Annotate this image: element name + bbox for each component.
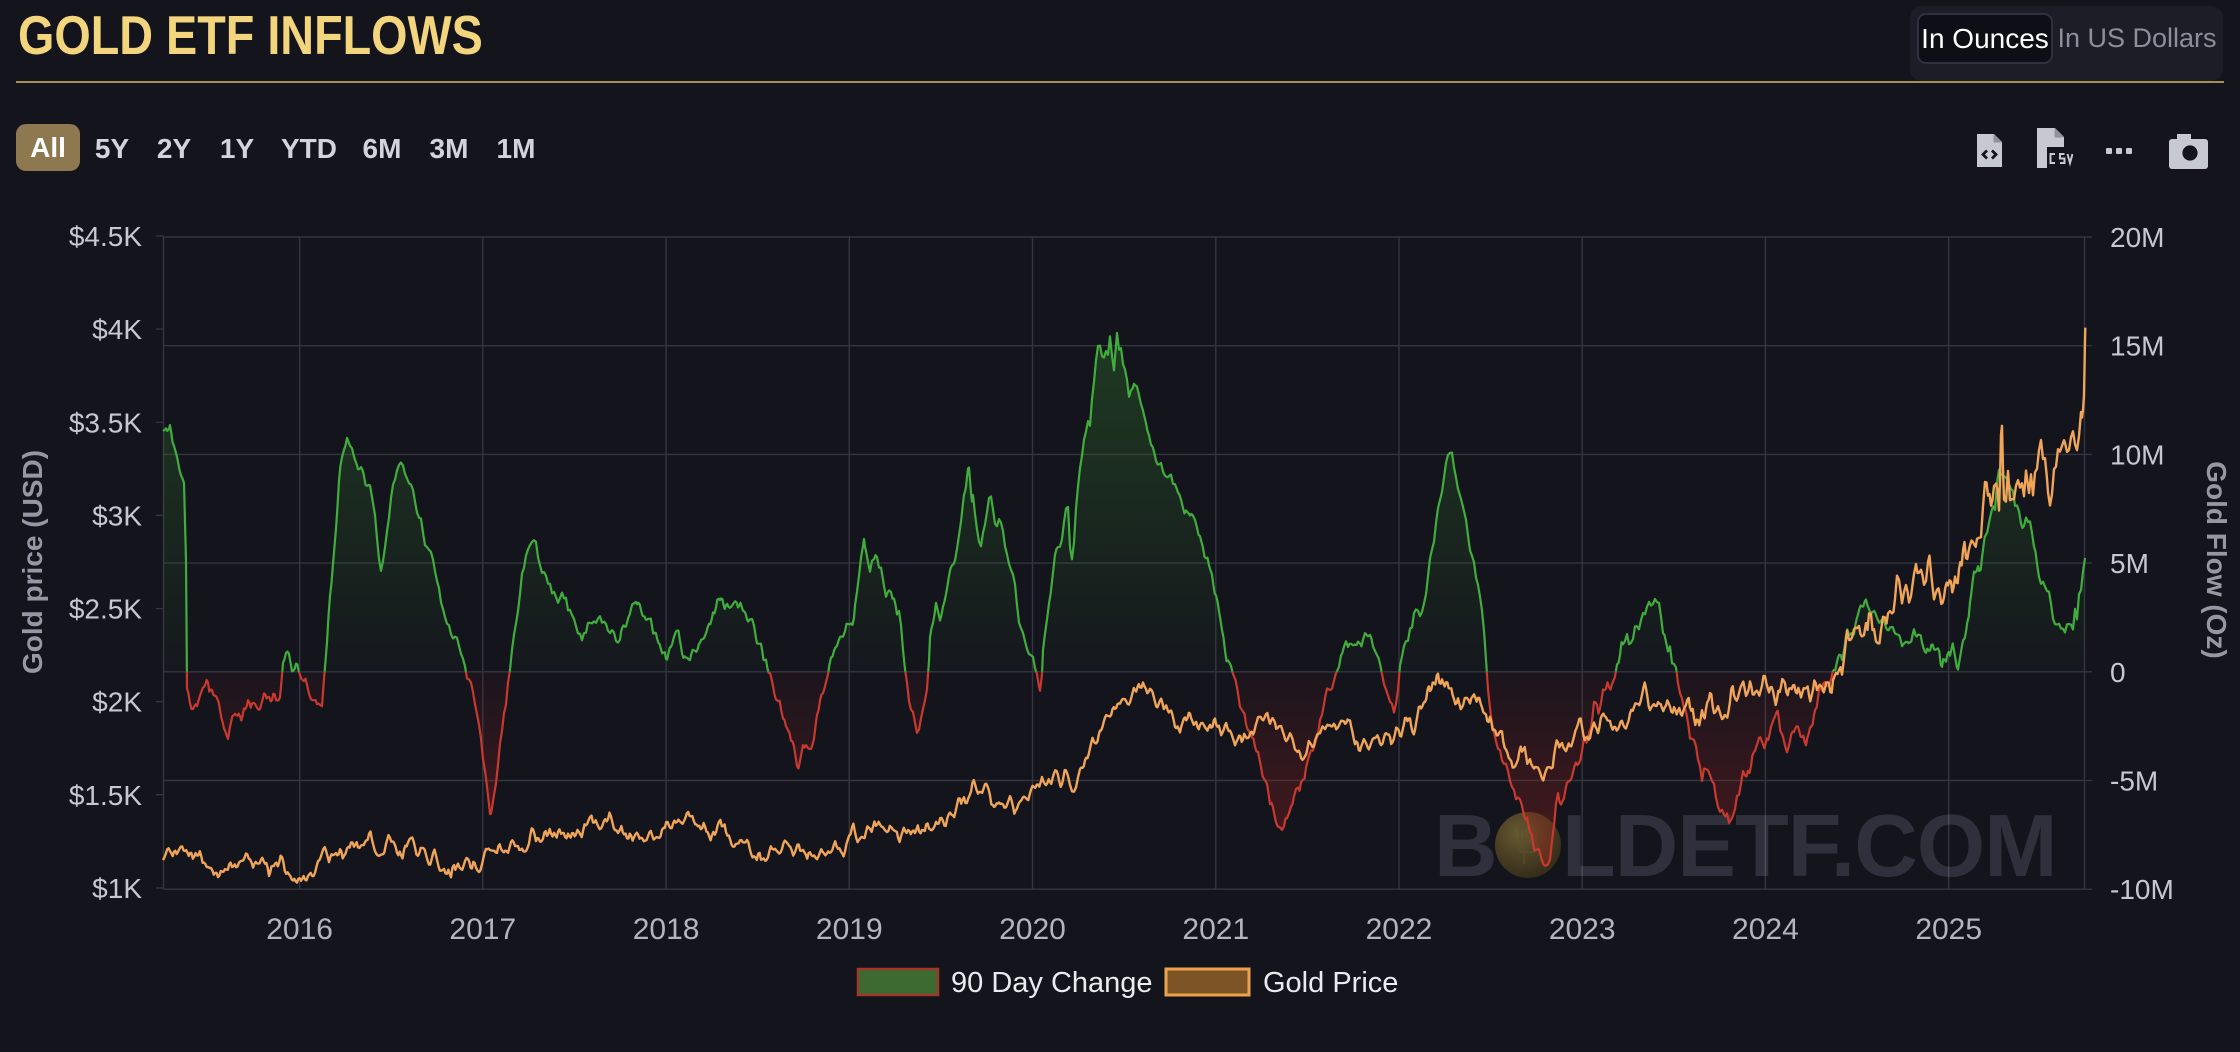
svg-text:$3.5K: $3.5K: [69, 407, 142, 438]
svg-text:Gold price (USD): Gold price (USD): [17, 450, 48, 674]
svg-text:$3K: $3K: [92, 500, 142, 531]
svg-text:-5M: -5M: [2110, 766, 2158, 797]
svg-text:2025: 2025: [1915, 913, 1982, 946]
svg-text:2021: 2021: [1182, 913, 1249, 946]
svg-text:2022: 2022: [1366, 913, 1433, 946]
svg-text:15M: 15M: [2110, 331, 2164, 362]
svg-text:0: 0: [2110, 657, 2126, 688]
svg-text:LDETF.COM: LDETF.COM: [1562, 796, 2057, 895]
svg-text:Gold Price: Gold Price: [1263, 967, 1398, 999]
svg-text:$4.5K: $4.5K: [69, 221, 142, 252]
svg-text:$2K: $2K: [92, 687, 142, 718]
svg-text:B: B: [1434, 796, 1497, 895]
svg-text:5M: 5M: [2110, 548, 2149, 579]
svg-text:Gold Flow (Oz): Gold Flow (Oz): [2201, 461, 2232, 659]
svg-text:2023: 2023: [1549, 913, 1616, 946]
svg-text:90 Day Change: 90 Day Change: [951, 967, 1153, 999]
svg-text:$1.5K: $1.5K: [69, 780, 142, 811]
svg-text:2020: 2020: [999, 913, 1066, 946]
svg-text:$2.5K: $2.5K: [69, 594, 142, 625]
svg-text:2018: 2018: [633, 913, 700, 946]
svg-text:2016: 2016: [266, 913, 333, 946]
svg-text:-10M: -10M: [2110, 874, 2174, 905]
svg-text:$1K: $1K: [92, 873, 142, 904]
svg-text:2017: 2017: [449, 913, 516, 946]
svg-text:2024: 2024: [1732, 913, 1799, 946]
svg-text:20M: 20M: [2110, 222, 2164, 253]
svg-text:2019: 2019: [816, 913, 883, 946]
svg-text:$4K: $4K: [92, 314, 142, 345]
svg-text:10M: 10M: [2110, 439, 2164, 470]
